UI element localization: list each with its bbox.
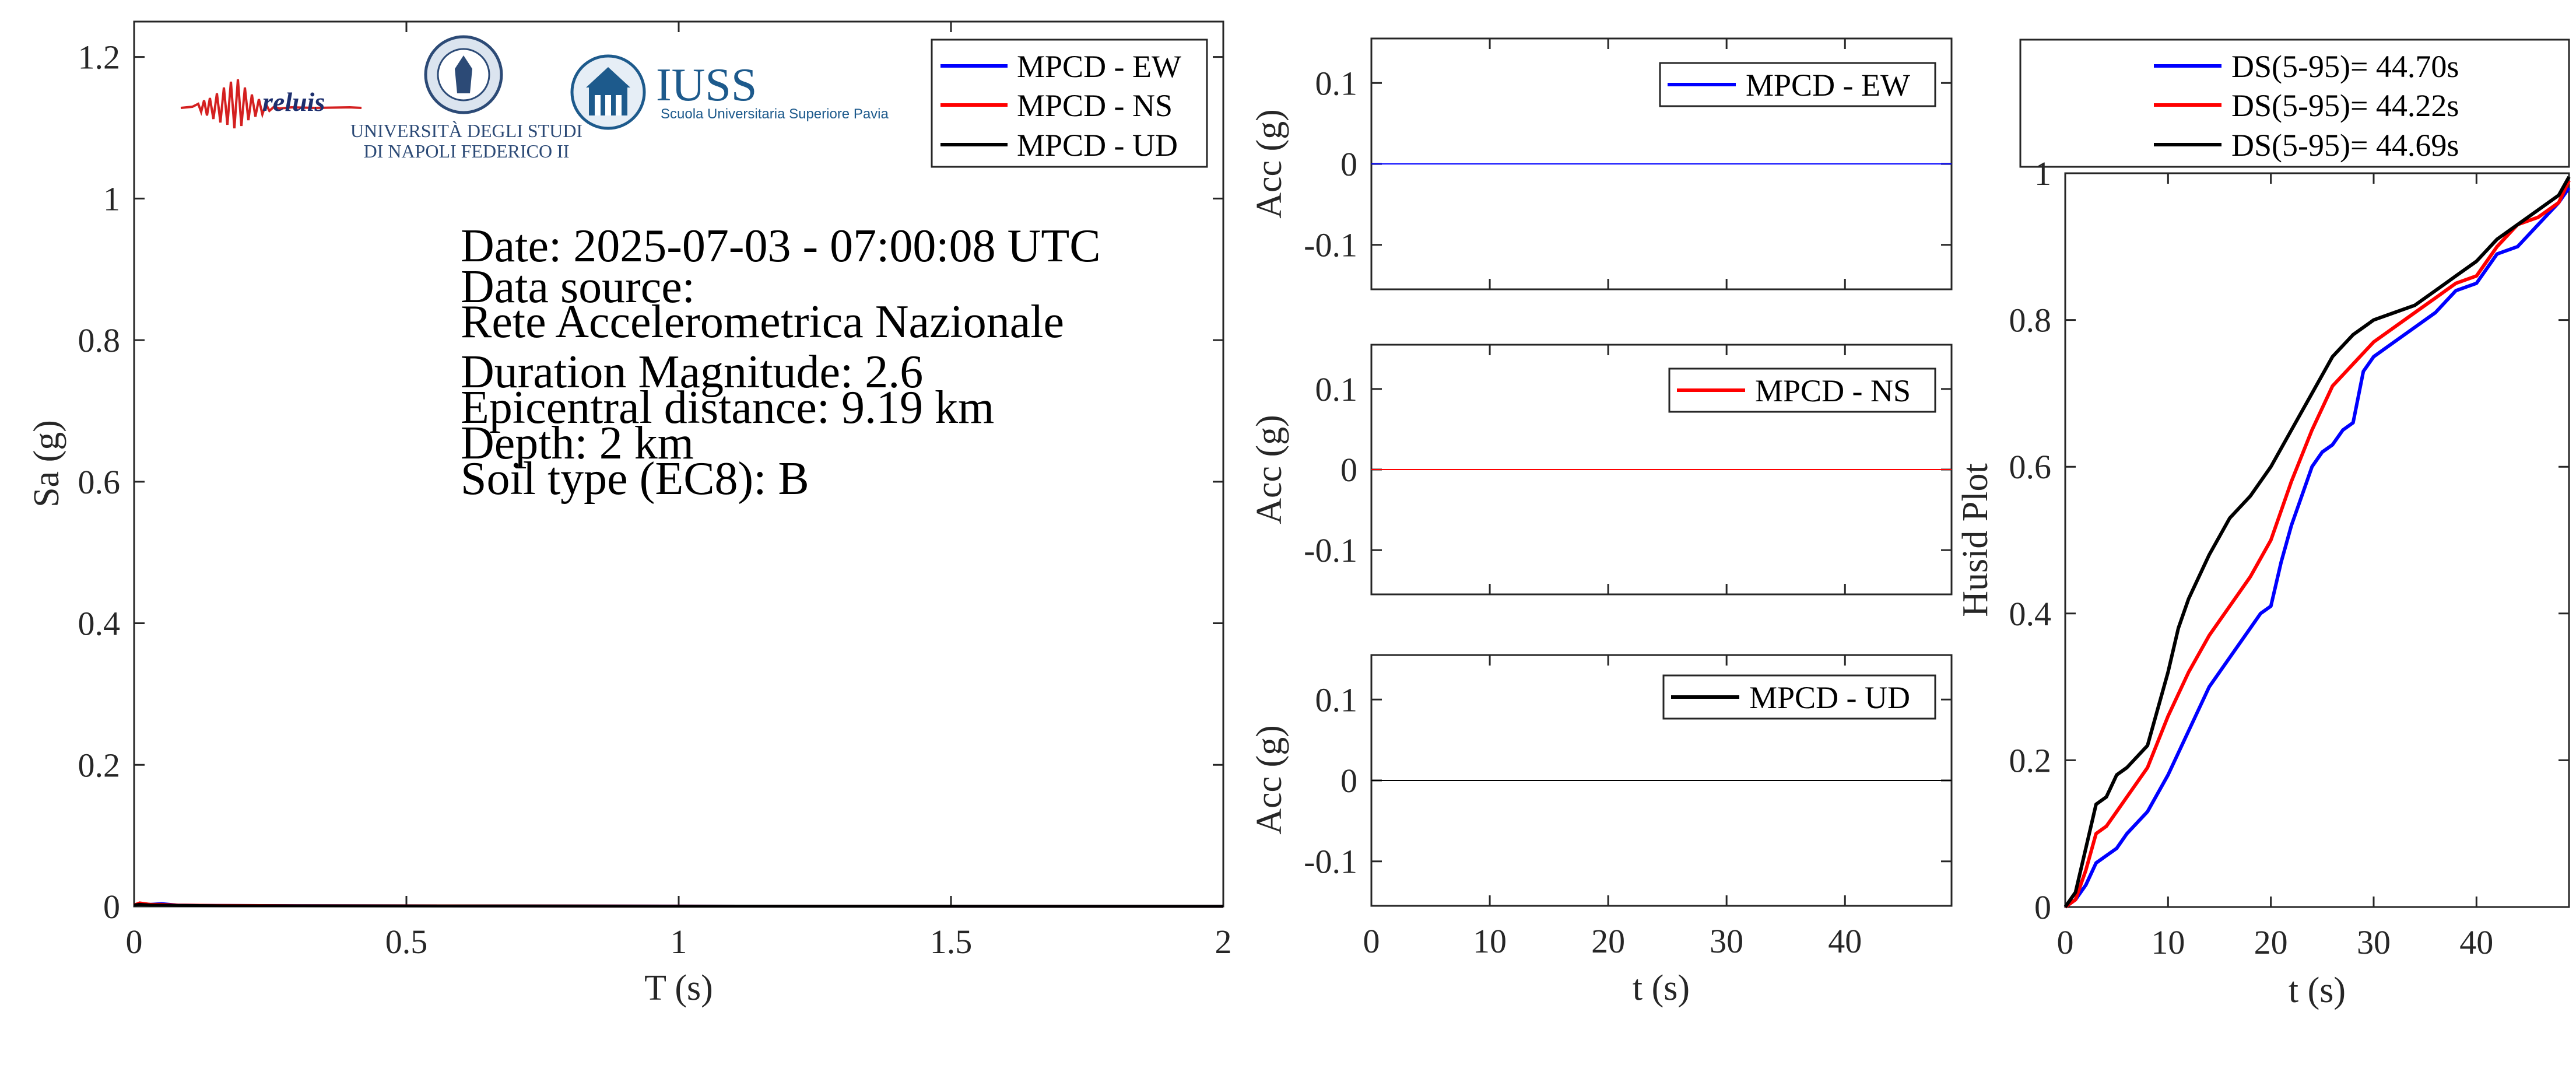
husid-legend-label-3: DS(5-95)= 44.69s (2231, 128, 2459, 163)
husid-xtick-label: 10 (2151, 923, 2185, 961)
unina-logo-line1: UNIVERSITÀ DEGLI STUDI (350, 120, 582, 141)
husid-legend-label-1: DS(5-95)= 44.70s (2231, 49, 2459, 84)
acc-ud-xtick-label: 20 (1591, 922, 1625, 960)
husid-xtick-label: 20 (2254, 923, 2288, 961)
spectrum-ytick-label: 1 (103, 180, 120, 218)
acc-ud-legend-label: MPCD - UD (1749, 680, 1910, 715)
husid-ytick-label: 0.6 (2009, 448, 2052, 486)
spectrum-xtick-label: 2 (1215, 923, 1232, 961)
spectrum-series-ud-line (134, 902, 1224, 908)
spectrum-xtick-label: 1 (671, 923, 687, 961)
husid-axes-frame (2064, 172, 2570, 908)
husid-y-axis-title: Husid Plot (1956, 463, 1995, 617)
acc-ud-panel: 0.1 0 -0.1 0 10 20 30 40 MPCD - UD Acc (g) t (s… (1250, 654, 1953, 1008)
husid-xtick-label: 30 (2357, 923, 2391, 961)
unina-logo-line2: DI NAPOLI FEDERICO II (364, 141, 570, 162)
acc-ew-plot-area: 0.1 0 -0.1 (1304, 38, 1952, 289)
husid-ytick-label: 0.2 (2009, 741, 2052, 779)
husid-ytick-label: 0.8 (2009, 302, 2052, 339)
spectrum-legend: MPCD - EW MPCD - NS MPCD - UD (931, 38, 1208, 168)
spectrum-ytick-label: 0.4 (78, 605, 121, 643)
husid-x-axis-title: t (s) (2289, 971, 2346, 1010)
acc-ns-y-axis-title: Acc (g) (1250, 415, 1289, 524)
spectrum-x-axis-title: T (s) (644, 968, 713, 1008)
husid-xtick-label: 0 (2057, 923, 2074, 961)
duration-magnitude: Duration Magnitude: 2.6 (461, 346, 923, 398)
acc-ud-xtick-label: 40 (1828, 922, 1862, 960)
acc-ud-plot-area: 0.1 0 -0.1 0 10 20 30 40 (1304, 655, 1952, 960)
acc-ud-ytick-label: 0 (1340, 762, 1357, 800)
spectrum-plot-area: 0 0.2 0.4 0.6 0.8 1 1.2 0 0.5 1 1.5 2 (78, 22, 1232, 961)
acc-ud-y-axis-title: Acc (g) (1250, 725, 1289, 835)
acc-ud-x-axis-title: t (s) (1633, 968, 1690, 1008)
acc-ew-panel: 0.1 0 -0.1 MPCD - EW Acc (g) (1250, 37, 1953, 290)
legend-label-ns: MPCD - NS (1017, 88, 1173, 123)
acc-ns-plot-area: 0.1 0 -0.1 (1304, 345, 1952, 594)
spectrum-panel: 0 0.2 0.4 0.6 0.8 1 1.2 0 0.5 1 1.5 2 reluis UNIVER… (27, 20, 1232, 1008)
acc-ns-ytick-label: 0.1 (1315, 370, 1358, 408)
spectrum-y-axis-title: Sa (g) (27, 420, 66, 507)
acc-ew-ytick-label: 0 (1340, 145, 1357, 183)
husid-series-ns-line (2064, 180, 2571, 909)
husid-legend-label-2: DS(5-95)= 44.22s (2231, 88, 2459, 123)
acc-ns-panel: 0.1 0 -0.1 MPCD - NS Acc (g) (1250, 344, 1953, 596)
acc-ew-ytick-label: -0.1 (1304, 226, 1357, 264)
soil-type: Soil type (EC8): B (461, 453, 809, 505)
acc-ns-ytick-label: 0 (1340, 451, 1357, 489)
acc-ns-ytick-label: -0.1 (1304, 531, 1357, 569)
husid-ytick-label: 0 (2034, 888, 2051, 926)
acc-ud-xtick-label: 0 (1363, 922, 1380, 960)
husid-panel: DS(5-95)= 44.70s DS(5-95)= 44.22s DS(5-9… (1956, 38, 2571, 1010)
spectrum-xtick-label: 0.5 (385, 923, 428, 961)
acc-ew-legend-label: MPCD - EW (1746, 68, 1910, 103)
husid-ytick-label: 1 (2034, 155, 2051, 192)
data-source: Rete Accelerometrica Nazionale (461, 296, 1064, 348)
iuss-logo-subtitle: Scuola Universitaria Superiore Pavia (661, 106, 889, 122)
husid-plot-area: 00.20.40.60.810 10 20 30 40 (2009, 155, 2571, 961)
spectrum-xtick-label: 1.5 (930, 923, 973, 961)
husid-xtick-label: 40 (2459, 923, 2493, 961)
spectrum-ytick-label: 0.2 (78, 746, 121, 784)
acc-ud-ytick-label: 0.1 (1315, 681, 1358, 719)
spectrum-ytick-label: 1.2 (78, 38, 121, 76)
iuss-logo: IUSS Scuola Universitaria Superiore Pavi… (570, 54, 889, 130)
acc-ud-xtick-label: 30 (1710, 922, 1743, 960)
spectrum-ytick-label: 0.6 (78, 463, 121, 501)
iuss-logo-title: IUSS (656, 59, 757, 111)
spectrum-ytick-label: 0.8 (78, 321, 121, 359)
reluis-logo: reluis (180, 79, 362, 129)
acc-ud-ytick-label: -0.1 (1304, 843, 1357, 881)
legend-label-ud: MPCD - UD (1017, 128, 1178, 163)
husid-legend-box (2019, 38, 2570, 168)
unina-logo: UNIVERSITÀ DEGLI STUDI DI NAPOLI FEDERIC… (350, 35, 582, 162)
epicentral-distance: Epicentral distance: 9.19 km (461, 382, 994, 433)
spectrum-ytick-label: 0 (103, 888, 120, 926)
acc-ew-y-axis-title: Acc (g) (1250, 109, 1289, 219)
legend-label-ew: MPCD - EW (1017, 49, 1181, 84)
event-info: Date: 2025-07-03 - 07:00:08 UTC Data sou… (461, 220, 1101, 505)
data-source-label: Data source: (461, 261, 695, 313)
event-date: Date: 2025-07-03 - 07:00:08 UTC (461, 220, 1101, 272)
depth: Depth: 2 km (461, 418, 694, 469)
husid-series-ew-line (2064, 187, 2571, 909)
husid-series-ud-line (2063, 176, 2571, 908)
spectrum-xtick-label: 0 (126, 923, 143, 961)
acc-ud-xtick-label: 10 (1473, 922, 1507, 960)
acc-ns-legend-label: MPCD - NS (1755, 373, 1911, 408)
reluis-logo-text: reluis (262, 87, 325, 117)
acc-ew-ytick-label: 0.1 (1315, 64, 1358, 102)
seismogram-icon (180, 79, 362, 129)
husid-ytick-label: 0.4 (2009, 595, 2052, 633)
